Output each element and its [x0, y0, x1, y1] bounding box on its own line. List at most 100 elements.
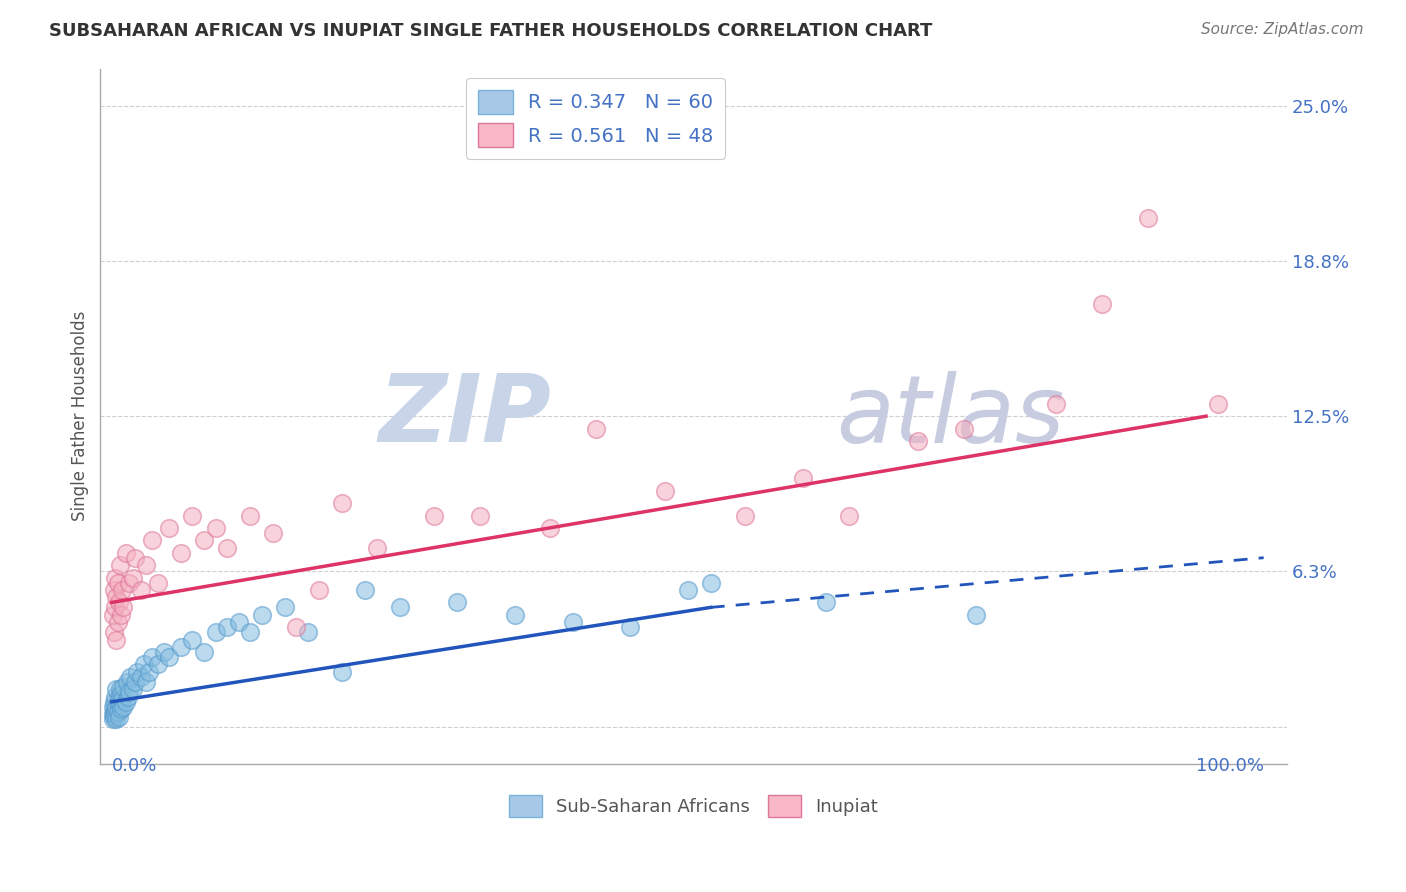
Point — [101, 707, 124, 722]
Point — [792, 471, 814, 485]
Point — [654, 483, 676, 498]
Point — [181, 508, 204, 523]
Point — [838, 508, 860, 523]
Point — [121, 571, 143, 585]
Point — [193, 645, 215, 659]
Point — [619, 620, 641, 634]
Point — [108, 682, 131, 697]
Point — [104, 600, 127, 615]
Point — [953, 421, 976, 435]
Point — [734, 508, 756, 523]
Point — [105, 699, 128, 714]
Point — [103, 582, 125, 597]
Point — [366, 541, 388, 555]
Point — [239, 508, 262, 523]
Point — [134, 657, 156, 672]
Point — [101, 699, 124, 714]
Point — [127, 665, 149, 679]
Point — [105, 682, 128, 697]
Point — [814, 595, 837, 609]
Text: 0.0%: 0.0% — [112, 757, 157, 775]
Point — [107, 595, 129, 609]
Point — [114, 546, 136, 560]
Point — [470, 508, 492, 523]
Point — [215, 541, 238, 555]
Point — [159, 650, 181, 665]
Point — [159, 521, 181, 535]
Point — [250, 607, 273, 622]
Point — [388, 600, 411, 615]
Point — [103, 709, 125, 723]
Point — [228, 615, 250, 630]
Point — [700, 575, 723, 590]
Point — [108, 697, 131, 711]
Point — [204, 521, 226, 535]
Point — [124, 674, 146, 689]
Point — [115, 674, 138, 689]
Point — [146, 657, 169, 672]
Point — [285, 620, 308, 634]
Point — [1091, 297, 1114, 311]
Point — [101, 607, 124, 622]
Point — [118, 685, 141, 699]
Point — [965, 607, 987, 622]
Point — [103, 705, 125, 719]
Legend: Sub-Saharan Africans, Inupiat: Sub-Saharan Africans, Inupiat — [502, 788, 884, 824]
Point — [108, 558, 131, 573]
Point — [103, 625, 125, 640]
Point — [104, 707, 127, 722]
Point — [297, 625, 319, 640]
Text: 100.0%: 100.0% — [1195, 757, 1264, 775]
Point — [112, 600, 135, 615]
Point — [105, 591, 128, 605]
Point — [308, 582, 330, 597]
Point — [1045, 397, 1067, 411]
Point — [204, 625, 226, 640]
Point — [110, 607, 132, 622]
Point — [129, 582, 152, 597]
Point — [138, 665, 160, 679]
Point — [446, 595, 468, 609]
Point — [101, 712, 124, 726]
Point — [585, 421, 607, 435]
Point — [114, 695, 136, 709]
Point — [111, 692, 134, 706]
Point — [135, 674, 157, 689]
Point — [676, 582, 699, 597]
Point — [112, 699, 135, 714]
Point — [1206, 397, 1229, 411]
Point — [121, 682, 143, 697]
Text: ZIP: ZIP — [378, 370, 551, 462]
Point — [170, 640, 193, 654]
Point — [107, 705, 129, 719]
Point — [107, 575, 129, 590]
Point — [423, 508, 446, 523]
Point — [141, 650, 163, 665]
Point — [120, 670, 142, 684]
Point — [239, 625, 262, 640]
Point — [124, 550, 146, 565]
Point — [107, 695, 129, 709]
Point — [215, 620, 238, 634]
Point — [110, 702, 132, 716]
Point — [107, 615, 129, 630]
Text: SUBSAHARAN AFRICAN VS INUPIAT SINGLE FATHER HOUSEHOLDS CORRELATION CHART: SUBSAHARAN AFRICAN VS INUPIAT SINGLE FAT… — [49, 22, 932, 40]
Point — [1137, 211, 1160, 225]
Point — [907, 434, 929, 448]
Point — [107, 690, 129, 704]
Point — [104, 702, 127, 716]
Point — [104, 690, 127, 704]
Point — [273, 600, 295, 615]
Point — [141, 533, 163, 548]
Point — [118, 575, 141, 590]
Point — [170, 546, 193, 560]
Point — [105, 632, 128, 647]
Point — [129, 670, 152, 684]
Point — [105, 712, 128, 726]
Point — [107, 709, 129, 723]
Point — [104, 571, 127, 585]
Point — [135, 558, 157, 573]
Point — [117, 690, 139, 704]
Point — [193, 533, 215, 548]
Point — [330, 665, 353, 679]
